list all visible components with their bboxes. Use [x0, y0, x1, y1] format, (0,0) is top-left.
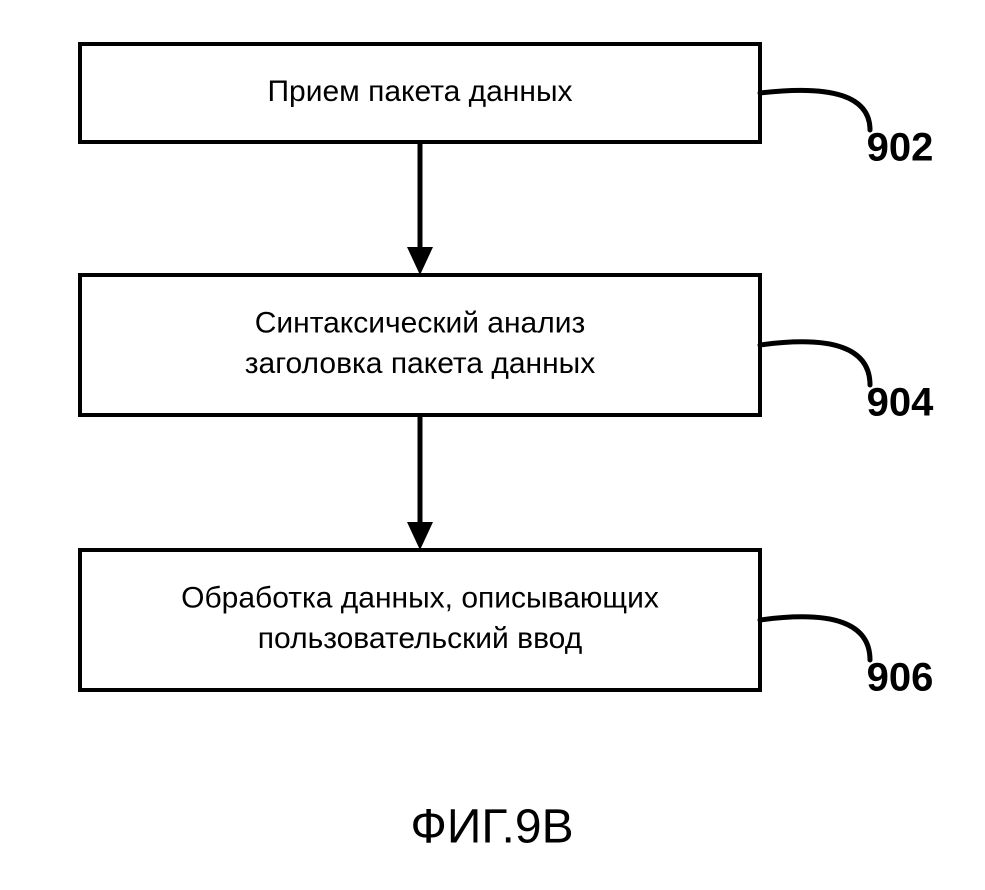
- flowchart-figure: Прием пакета данных 902 Синтаксический ана…: [0, 0, 985, 890]
- reference-number-906: 906: [867, 656, 934, 700]
- leader-line-904: [760, 342, 870, 385]
- connector-1-arrowhead: [407, 522, 433, 550]
- flowchart-node-n3-label-line-1: пользовательский ввод: [258, 622, 582, 655]
- flowchart-node-n2-label-line-0: Синтаксический анализ: [255, 307, 586, 340]
- flowchart-node-n3: [80, 550, 760, 690]
- connector-0-arrowhead: [407, 247, 433, 275]
- figure-caption: ФИГ.9B: [410, 801, 573, 854]
- reference-number-904: 904: [867, 381, 934, 425]
- flowchart-node-n3-label-line-0: Обработка данных, описывающих: [181, 582, 659, 615]
- flowchart-node-n2-label-line-1: заголовка пакета данных: [245, 347, 595, 380]
- flowchart-node-n2: [80, 275, 760, 415]
- reference-number-902: 902: [867, 126, 934, 170]
- leader-line-906: [760, 617, 870, 660]
- leader-line-902: [760, 90, 870, 130]
- flowchart-node-n1-label-line-0: Прием пакета данных: [267, 75, 572, 108]
